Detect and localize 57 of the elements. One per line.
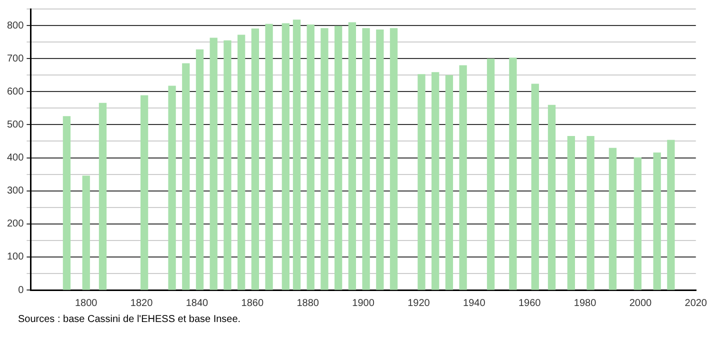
bar [586,136,594,290]
bar [98,102,107,290]
bar [390,28,398,290]
y-tick-label: 0 [18,284,24,296]
x-tick-label: 1900 [352,298,375,309]
y-tick-label: 300 [6,186,24,197]
x-tick-label: 1980 [574,298,597,309]
bar [292,20,301,290]
bar [634,157,642,290]
bar [320,28,328,290]
bar [348,22,356,290]
bar [432,72,440,290]
y-tick-label: 500 [6,119,24,130]
y-tick-label: 600 [6,86,24,98]
x-tick-label: 2000 [629,298,652,309]
bar [251,28,260,290]
bar [459,65,467,290]
bar [445,75,454,290]
bar [608,148,617,290]
bar [418,74,426,290]
x-tick-label: 1820 [130,298,154,309]
bar [82,176,90,290]
bar [224,40,232,290]
y-tick-label: 400 [6,152,24,164]
bar [306,24,314,290]
y-tick-label: 800 [6,20,24,32]
bar [376,29,384,290]
bar [509,58,517,290]
source-note: Sources : base Cassini de l'EHESS et base Insee. [18,314,242,325]
bar [182,63,190,290]
bar [362,28,370,290]
bar [531,84,539,290]
bar [140,95,148,290]
x-tick-label: 1960 [518,298,542,309]
bar [567,136,575,290]
x-tick-label: 1940 [463,298,486,309]
bar [196,49,204,290]
x-tick-label: 1920 [408,298,430,309]
bar [486,58,495,290]
bar [548,104,556,290]
bar [238,34,246,290]
bar [168,86,176,290]
bar [653,152,661,290]
x-tick-label: 1880 [296,298,320,309]
x-tick-label: 1800 [74,298,98,309]
x-tick-label: 2020 [684,298,708,309]
x-tick-label: 1840 [186,298,209,309]
y-tick-label: 700 [6,53,24,64]
bar [265,24,273,290]
bar [282,23,290,290]
y-tick-label: 200 [6,218,24,230]
bar [667,140,675,290]
bar [62,116,71,290]
bar [210,38,218,290]
y-tick-label: 100 [6,252,24,263]
bar [334,26,342,290]
x-tick-label: 1860 [241,298,264,309]
